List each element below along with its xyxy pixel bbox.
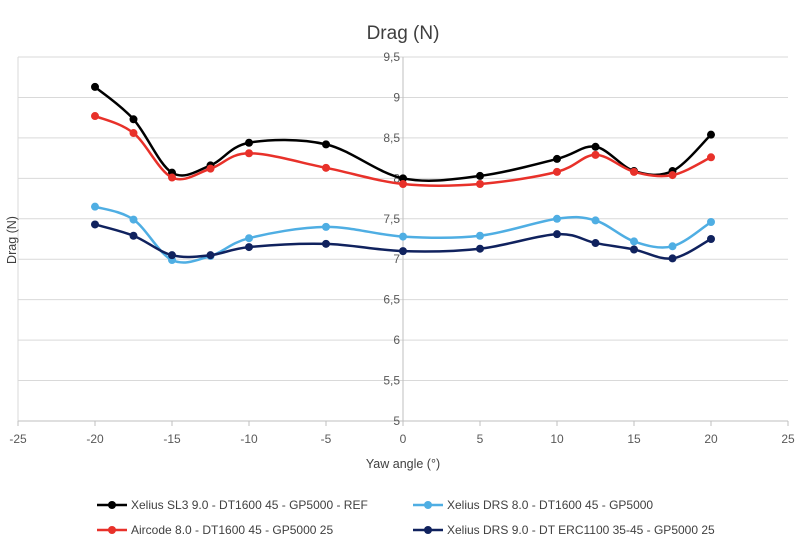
data-point [630, 237, 638, 246]
y-tick-label: 6,5 [383, 293, 400, 307]
x-tick-label: 20 [704, 432, 718, 446]
y-tick-label: 7,5 [383, 212, 400, 226]
data-point [553, 230, 561, 239]
y-tick-label: 9,5 [383, 50, 400, 64]
y-tick-label: 5 [393, 414, 400, 428]
data-point [630, 245, 638, 254]
legend-label: Aircode 8.0 - DT1600 45 - GP5000 25 [131, 523, 333, 537]
data-point [630, 167, 638, 176]
y-tick-label: 6 [393, 333, 400, 347]
data-point [553, 154, 561, 163]
x-tick-label: 10 [550, 432, 564, 446]
legend-item: Aircode 8.0 - DT1600 45 - GP5000 25 [97, 523, 333, 537]
data-point [129, 231, 138, 240]
y-axis-label: Drag (N) [5, 216, 19, 264]
y-tick-label: 8 [393, 171, 400, 185]
data-point [129, 215, 138, 224]
legend: Xelius SL3 9.0 - DT1600 45 - GP5000 - RE… [97, 498, 715, 537]
data-point [476, 231, 484, 240]
data-point [245, 234, 253, 243]
data-point [591, 239, 600, 248]
data-point [91, 82, 99, 91]
legend-marker [424, 501, 432, 509]
data-point [399, 179, 407, 188]
legend-label: Xelius DRS 8.0 - DT1600 45 - GP5000 [447, 498, 653, 512]
data-point [707, 218, 715, 227]
data-point [399, 232, 407, 241]
y-tick-label: 9 [393, 90, 400, 104]
data-point [322, 239, 330, 248]
legend-marker [424, 526, 432, 534]
data-point [245, 149, 253, 158]
data-point [591, 150, 600, 159]
data-point [168, 173, 176, 182]
data-point [206, 251, 215, 260]
data-point [129, 129, 138, 138]
x-tick-label: -25 [9, 432, 27, 446]
y-tick-label: 7 [393, 252, 400, 266]
data-point [245, 138, 253, 147]
data-point [206, 164, 215, 173]
data-point [322, 222, 330, 231]
y-tick-label: 5,5 [383, 374, 400, 388]
data-point [476, 244, 484, 253]
data-point [322, 163, 330, 172]
data-point [668, 254, 677, 263]
data-point [129, 115, 138, 124]
data-point [553, 214, 561, 223]
data-point [707, 130, 715, 139]
data-point [399, 247, 407, 256]
data-point [168, 251, 176, 260]
data-point [91, 112, 99, 121]
series-4 [91, 220, 715, 263]
x-tick-label: 0 [400, 432, 407, 446]
data-point [668, 171, 677, 180]
data-point [322, 140, 330, 149]
data-point [707, 235, 715, 243]
chart-title: Drag (N) [367, 23, 440, 44]
data-point [476, 179, 484, 188]
legend-item: Xelius DRS 9.0 - DT ERC1100 35-45 - GP50… [413, 523, 715, 537]
legend-marker [108, 526, 116, 534]
legend-item: Xelius DRS 8.0 - DT1600 45 - GP5000 [413, 498, 653, 512]
data-point [399, 174, 407, 183]
data-point [668, 242, 677, 251]
legend-item: Xelius SL3 9.0 - DT1600 45 - GP5000 - RE… [97, 498, 368, 512]
x-tick-label: -20 [86, 432, 104, 446]
data-point [245, 243, 253, 252]
legend-label: Xelius SL3 9.0 - DT1600 45 - GP5000 - RE… [131, 498, 368, 512]
x-tick-label: 15 [627, 432, 641, 446]
x-tick-label: 5 [477, 432, 484, 446]
x-tick-label: -5 [321, 432, 332, 446]
legend-label: Xelius DRS 9.0 - DT ERC1100 35-45 - GP50… [447, 523, 715, 537]
data-point [91, 220, 99, 229]
data-point [591, 142, 600, 151]
legend-marker [108, 501, 116, 509]
x-tick-label: -10 [240, 432, 258, 446]
x-axis: -25 -20 -15 -10 -5 0 5 10 15 20 25 [9, 420, 795, 446]
data-point [476, 171, 484, 180]
x-tick-label: -15 [163, 432, 181, 446]
data-point [553, 167, 561, 176]
x-tick-label: 25 [781, 432, 795, 446]
x-axis-label: Yaw angle (°) [366, 457, 440, 471]
series-2 [91, 112, 715, 188]
data-point [591, 216, 600, 225]
series-layer [91, 82, 715, 265]
data-point [707, 153, 715, 162]
y-tick-label: 8,5 [383, 131, 400, 145]
data-point [91, 202, 99, 211]
